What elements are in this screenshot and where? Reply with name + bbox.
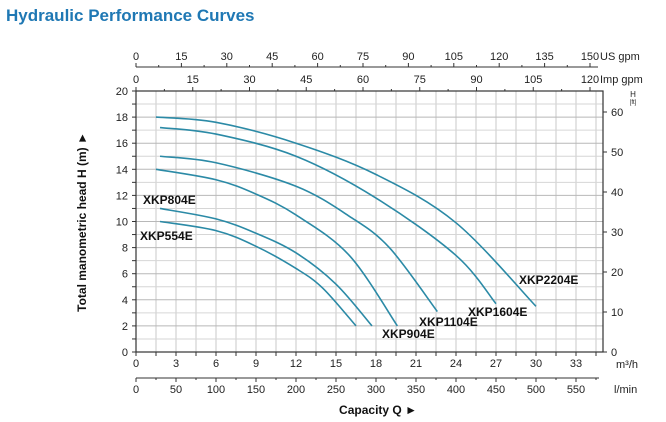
usgpm-tick-label: 105	[445, 51, 463, 63]
y-axis-title: Total manometric head H (m) ►	[75, 132, 89, 312]
lmin-tick-label: 50	[170, 384, 182, 396]
usgpm-tick-label: 120	[490, 51, 508, 63]
curve-label-xkp804e: XKP804E	[143, 193, 196, 207]
x-unit-label: m³/h	[616, 359, 638, 371]
x-tick-label: 12	[290, 358, 302, 370]
curve-xkp1604e	[159, 126, 497, 305]
usgpm-tick-label: 0	[133, 51, 139, 63]
usgpm-tick-label: 15	[175, 51, 187, 63]
lmin-tick-label: 500	[527, 384, 545, 396]
lmin-tick-label: 100	[207, 384, 225, 396]
curve-xkp1104e	[159, 155, 438, 313]
ft-unit-label: [ft]	[630, 100, 637, 106]
lmin-tick-label: 450	[487, 384, 505, 396]
y-tick-label: 4	[122, 295, 128, 307]
ft-tick-label: 10	[611, 307, 623, 319]
x-tick-label: 24	[450, 358, 462, 370]
x-tick-label: 21	[410, 358, 422, 370]
y-tick-label: 14	[116, 164, 128, 176]
usgpm-tick-label: 75	[357, 51, 369, 63]
x-tick-label: 33	[570, 358, 582, 370]
x-axis-title: Capacity Q ►	[339, 403, 417, 417]
usgpm-tick-label: 60	[311, 51, 323, 63]
impgpm-tick-label: 90	[470, 74, 482, 86]
curve-xkp904e	[155, 168, 398, 327]
impgpm-tick-label: 30	[243, 74, 255, 86]
curve-xkp554e	[159, 220, 357, 327]
x-tick-label: 30	[530, 358, 542, 370]
chart-title: Hydraulic Performance Curves	[6, 6, 255, 25]
ft-tick-label: 30	[611, 227, 623, 239]
lmin-tick-label: 550	[567, 384, 585, 396]
y-tick-label: 0	[122, 347, 128, 359]
usgpm-tick-label: 90	[402, 51, 414, 63]
lmin-unit-label: l/min	[614, 384, 637, 396]
y-tick-label: 12	[116, 190, 128, 202]
usgpm-tick-label: 150	[581, 51, 599, 63]
impgpm-tick-label: 0	[133, 74, 139, 86]
lmin-tick-label: 0	[133, 384, 139, 396]
impgpm-tick-label: 60	[357, 74, 369, 86]
y-tick-label: 2	[122, 321, 128, 333]
usgpm-unit-label: US gpm	[600, 51, 640, 63]
curve-xkp804e	[159, 207, 373, 327]
y-tick-label: 10	[116, 217, 128, 229]
impgpm-tick-label: 15	[187, 74, 199, 86]
impgpm-tick-label: 45	[300, 74, 312, 86]
x-tick-label: 9	[253, 358, 259, 370]
impgpm-tick-label: 120	[581, 74, 599, 86]
curve-label-xkp1604e: XKP1604E	[468, 305, 527, 319]
lmin-tick-label: 150	[247, 384, 265, 396]
ft-tick-label: 20	[611, 267, 623, 279]
lmin-tick-label: 350	[407, 384, 425, 396]
curve-label-xkp1104e: XKP1104E	[419, 315, 478, 329]
y-tick-label: 6	[122, 269, 128, 281]
y-tick-label: 18	[116, 112, 128, 124]
usgpm-tick-label: 135	[535, 51, 553, 63]
x-tick-label: 27	[490, 358, 502, 370]
y-tick-label: 20	[116, 86, 128, 98]
x-tick-label: 0	[133, 358, 139, 370]
curve-xkp2204e	[155, 116, 537, 307]
x-tick-label: 18	[370, 358, 382, 370]
y-tick-label: 8	[122, 243, 128, 255]
lmin-tick-label: 400	[447, 384, 465, 396]
usgpm-tick-label: 30	[221, 51, 233, 63]
x-tick-label: 15	[330, 358, 342, 370]
impgpm-tick-label: 105	[524, 74, 542, 86]
lmin-tick-label: 250	[327, 384, 345, 396]
ft-unit-label: H	[630, 90, 636, 99]
impgpm-tick-label: 75	[414, 74, 426, 86]
ft-tick-label: 50	[611, 147, 623, 159]
usgpm-tick-label: 45	[266, 51, 278, 63]
y-tick-label: 16	[116, 138, 128, 150]
ft-tick-label: 0	[611, 347, 617, 359]
curve-label-xkp904e: XKP904E	[382, 327, 435, 341]
ft-tick-label: 40	[611, 187, 623, 199]
impgpm-unit-label: Imp gpm	[600, 74, 643, 86]
curve-label-xkp2204e: XKP2204E	[519, 273, 578, 287]
x-tick-label: 3	[173, 358, 179, 370]
lmin-tick-label: 300	[367, 384, 385, 396]
curve-label-xkp554e: XKP554E	[140, 229, 193, 243]
lmin-tick-label: 200	[287, 384, 305, 396]
x-tick-label: 6	[213, 358, 219, 370]
ft-tick-label: 60	[611, 107, 623, 119]
